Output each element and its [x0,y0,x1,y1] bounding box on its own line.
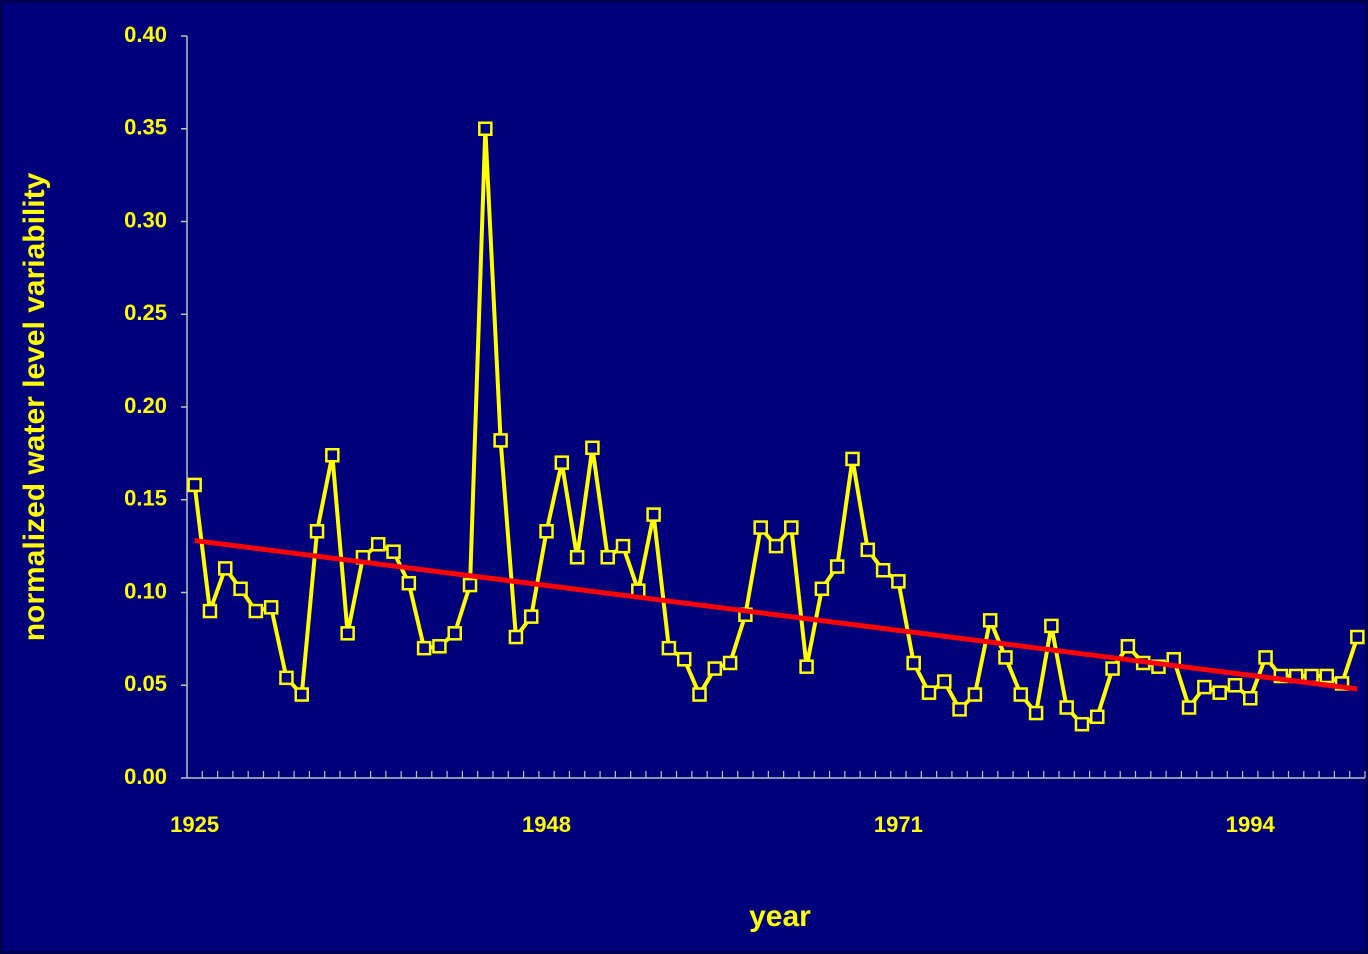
marker [937,674,952,689]
marker [921,685,937,700]
x-tick-label: 1971 [874,812,923,837]
marker [309,524,325,539]
marker [233,581,248,597]
x-tick-label: 1925 [170,812,219,837]
marker [416,640,432,656]
marker [340,626,355,641]
y-tick-label: 0.05 [124,671,167,696]
marker [1044,618,1059,634]
marker [906,655,921,671]
marker [1013,687,1029,702]
marker [1350,629,1365,645]
marker [1181,700,1197,715]
marker [294,687,309,702]
y-tick-label: 0.25 [124,300,167,325]
marker [585,440,600,456]
marker [1212,685,1227,700]
marker [845,451,860,467]
marker [187,477,202,493]
marker [676,652,692,667]
marker [1197,679,1212,695]
marker [952,702,967,717]
y-axis-title: normalized water level variability [18,172,51,641]
marker [569,550,585,565]
marker [875,562,891,578]
marker [799,659,814,674]
marker [646,507,661,522]
marker [508,629,524,645]
marker [263,600,279,615]
y-tick-label: 0.10 [124,578,167,603]
x-tick-label: 1994 [1226,812,1276,837]
marker [768,538,784,554]
marker [722,655,738,671]
marker [462,577,478,593]
marker [600,550,615,565]
y-tick-label: 0.15 [124,486,167,511]
marker [692,687,707,702]
marker [478,121,493,136]
x-tick-label: 1948 [522,812,571,837]
marker [539,524,554,539]
marker [967,687,983,702]
marker [829,559,845,574]
marker [784,520,799,535]
marker [753,520,768,535]
y-tick-label: 0.00 [124,764,167,789]
trend-line [194,538,1358,692]
marker [248,603,264,619]
marker [325,447,340,463]
marker [386,544,401,559]
marker [401,575,417,591]
marker [661,640,677,656]
marker [891,574,906,589]
marker [615,538,631,554]
y-tick-label: 0.30 [124,207,167,232]
marker [1028,705,1044,721]
marker [370,537,386,552]
marker [1258,650,1273,665]
y-tick-label: 0.35 [124,115,167,140]
x-axis-title: year [749,900,811,933]
marker [814,581,830,597]
marker [432,639,447,654]
marker [523,609,539,624]
marker [1319,668,1335,684]
y-tick-label: 0.20 [124,393,167,418]
marker [217,561,233,576]
marker [202,603,218,619]
marker [1105,661,1120,676]
marker [554,455,570,470]
marker [1227,678,1243,693]
marker [447,626,462,641]
marker [1059,700,1074,715]
marker [1074,716,1090,732]
y-tick-label: 0.40 [124,22,167,47]
marker [1120,639,1136,654]
marker [493,433,508,448]
marker [279,670,294,686]
marker [998,650,1013,665]
marker [707,661,723,676]
marker [1090,709,1105,725]
marker [860,542,876,558]
marker [1243,690,1258,706]
marker [982,613,998,628]
